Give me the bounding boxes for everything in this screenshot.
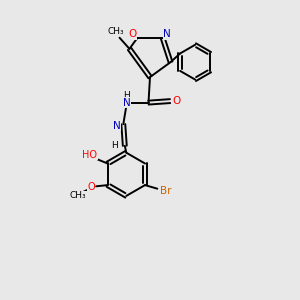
- Text: O: O: [128, 29, 136, 39]
- Text: N: N: [163, 29, 171, 39]
- Text: O: O: [172, 96, 180, 106]
- Text: O: O: [87, 182, 95, 193]
- Text: H: H: [123, 92, 130, 100]
- Text: Br: Br: [160, 186, 171, 196]
- Text: CH₃: CH₃: [70, 191, 86, 200]
- Text: HO: HO: [82, 150, 98, 160]
- Text: N: N: [123, 98, 131, 108]
- Text: H: H: [112, 141, 118, 150]
- Text: N: N: [113, 121, 121, 131]
- Text: CH₃: CH₃: [108, 27, 124, 36]
